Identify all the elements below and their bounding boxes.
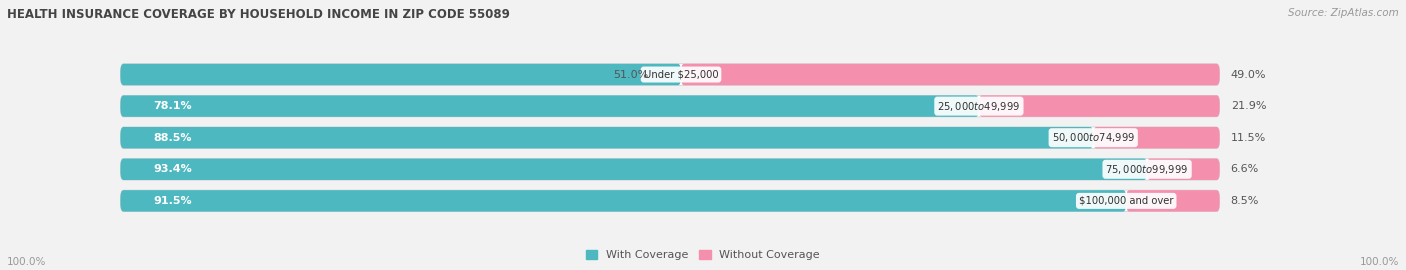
Legend: With Coverage, Without Coverage: With Coverage, Without Coverage bbox=[582, 245, 824, 264]
FancyBboxPatch shape bbox=[1094, 127, 1219, 148]
Text: 91.5%: 91.5% bbox=[153, 196, 193, 206]
FancyBboxPatch shape bbox=[121, 127, 1094, 148]
FancyBboxPatch shape bbox=[121, 158, 1219, 180]
FancyBboxPatch shape bbox=[121, 64, 681, 85]
FancyBboxPatch shape bbox=[121, 95, 1219, 117]
Text: 49.0%: 49.0% bbox=[1230, 70, 1267, 80]
FancyBboxPatch shape bbox=[1147, 158, 1219, 180]
Text: Source: ZipAtlas.com: Source: ZipAtlas.com bbox=[1288, 8, 1399, 18]
FancyBboxPatch shape bbox=[121, 190, 1219, 212]
FancyBboxPatch shape bbox=[1126, 190, 1219, 212]
FancyBboxPatch shape bbox=[121, 158, 1147, 180]
FancyBboxPatch shape bbox=[121, 95, 979, 117]
Text: 6.6%: 6.6% bbox=[1230, 164, 1258, 174]
Text: 93.4%: 93.4% bbox=[153, 164, 193, 174]
Text: 78.1%: 78.1% bbox=[153, 101, 193, 111]
Text: 88.5%: 88.5% bbox=[153, 133, 191, 143]
Text: 100.0%: 100.0% bbox=[1360, 257, 1399, 267]
Text: 8.5%: 8.5% bbox=[1230, 196, 1258, 206]
FancyBboxPatch shape bbox=[121, 64, 1219, 85]
Text: Under $25,000: Under $25,000 bbox=[644, 70, 718, 80]
Text: 21.9%: 21.9% bbox=[1230, 101, 1267, 111]
Text: HEALTH INSURANCE COVERAGE BY HOUSEHOLD INCOME IN ZIP CODE 55089: HEALTH INSURANCE COVERAGE BY HOUSEHOLD I… bbox=[7, 8, 510, 21]
FancyBboxPatch shape bbox=[121, 190, 1126, 212]
FancyBboxPatch shape bbox=[681, 64, 1219, 85]
Text: 51.0%: 51.0% bbox=[613, 70, 648, 80]
Text: $25,000 to $49,999: $25,000 to $49,999 bbox=[938, 100, 1021, 113]
Text: $100,000 and over: $100,000 and over bbox=[1078, 196, 1174, 206]
FancyBboxPatch shape bbox=[979, 95, 1219, 117]
Text: $75,000 to $99,999: $75,000 to $99,999 bbox=[1105, 163, 1188, 176]
FancyBboxPatch shape bbox=[121, 127, 1219, 148]
Text: $50,000 to $74,999: $50,000 to $74,999 bbox=[1052, 131, 1135, 144]
Text: 100.0%: 100.0% bbox=[7, 257, 46, 267]
Text: 11.5%: 11.5% bbox=[1230, 133, 1265, 143]
